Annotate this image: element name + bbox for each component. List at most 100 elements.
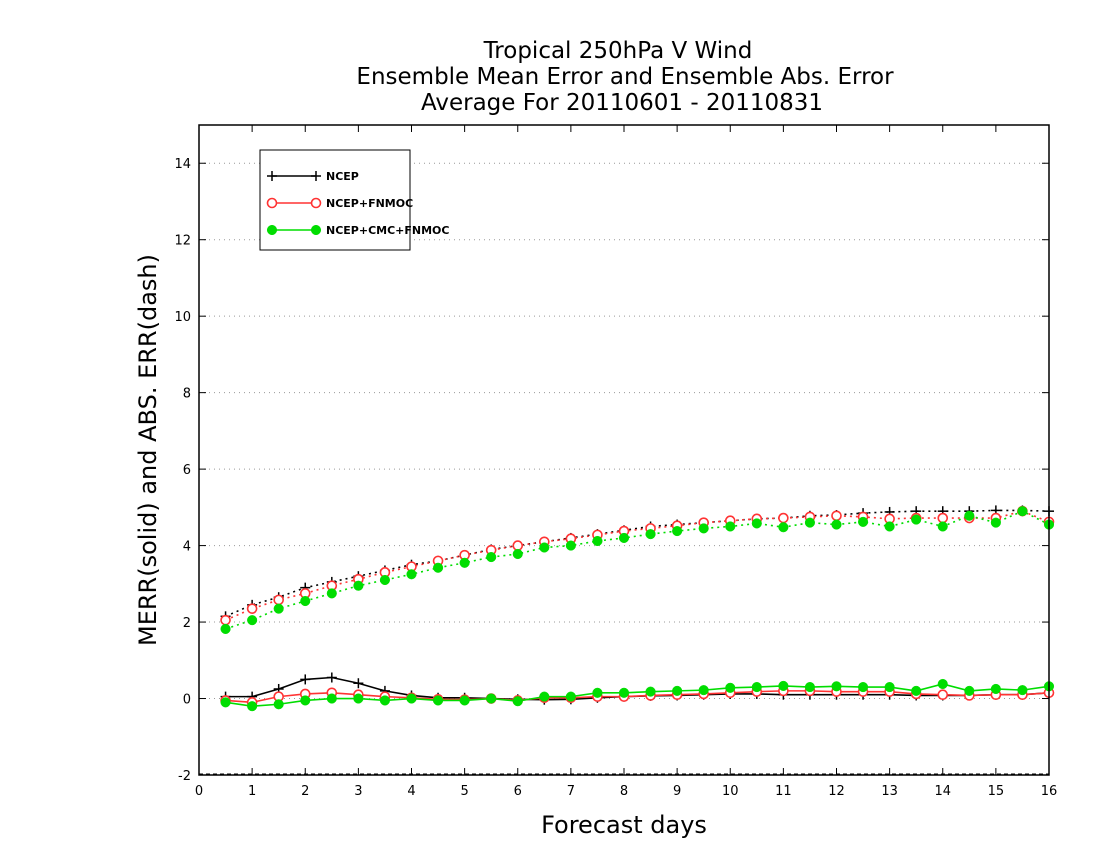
x-tick-label: 8 [620,784,628,799]
abs-err-point [459,557,470,568]
merr-point [858,682,869,693]
legend-marker [266,197,278,209]
merr-point [273,699,284,710]
x-tick-label: 1 [248,784,256,799]
x-tick-label: 10 [722,784,739,799]
title-line-2: Ensemble Mean Error and Ensemble Abs. Er… [356,64,894,90]
abs-err-point [725,521,736,532]
abs-err-point [778,522,789,533]
x-tick-label: 13 [881,784,898,799]
abs-err-point [804,517,815,528]
y-tick-label: 8 [183,387,191,402]
abs-err-point [246,603,258,614]
series-layer [220,505,1055,712]
abs-err-line [225,509,1050,618]
abs-err-point [990,517,1001,528]
y-axis-label: MERR(solid) and ABS. ERR(dash) [134,254,162,646]
merr-point [831,681,842,692]
x-tick-label: 12 [828,784,845,799]
merr-point [433,695,444,706]
abs-err-point [937,512,949,524]
merr-point [326,693,337,704]
abs-err-point [858,516,869,527]
merr-point [326,672,337,683]
merr-point [884,682,895,693]
merr-point [220,697,231,708]
abs-err-point [964,510,975,521]
title-line-1: Tropical 250hPa V Wind [483,38,753,64]
merr-point [406,693,417,704]
legend-label: NCEP [326,170,359,183]
plot-frame [198,124,1050,776]
merr-point [300,674,311,685]
merr-point [353,678,364,689]
merr-point [804,682,815,693]
merr-point [937,689,949,701]
x-tick-label: 4 [407,784,415,799]
x-axis-label: Forecast days [541,811,707,839]
abs-err-point [247,615,258,626]
y-tick-label: 2 [183,616,191,631]
x-tick-label: 3 [354,784,362,799]
abs-err-point [672,526,683,537]
legend-marker [310,197,322,209]
x-tick-label: 0 [195,784,203,799]
legend-entry: NCEP [267,170,359,183]
legend-marker [266,224,278,236]
y-tick-label: 6 [183,463,191,478]
x-tick-label: 2 [301,784,309,799]
abs-err-point [379,574,390,586]
y-tick-label: 0 [183,693,191,708]
series-ncep-fnmoc [220,505,1055,708]
abs-err-point [300,595,311,607]
legend-label: NCEP+FNMOC [326,197,413,210]
merr-point [964,685,975,696]
merr-point [751,682,762,693]
legend-entry: NCEP+FNMOC [266,197,413,210]
legend-marker [311,171,321,181]
x-tick-label: 5 [460,784,468,799]
merr-point [990,683,1001,695]
abs-err-point [618,532,630,543]
legend-box [259,149,411,251]
abs-err-point [220,614,231,626]
merr-point [247,701,258,712]
merr-point [911,685,922,696]
abs-err-point [937,521,948,532]
abs-err-point [512,548,523,560]
merr-point [379,695,390,706]
abs-err-point [273,594,284,606]
y-tick-label: 14 [174,157,191,172]
merr-point [1017,685,1028,696]
abs-err-point [911,514,922,525]
abs-err-line [225,510,1050,630]
merr-point [459,695,470,706]
merr-point [672,685,683,696]
merr-point [592,687,603,698]
chart-title: Tropical 250hPa V Wind Ensemble Mean Err… [356,38,894,116]
abs-err-point [326,588,337,599]
abs-err-point [220,623,231,634]
x-tick-label: 9 [673,784,681,799]
abs-err-point [831,510,842,522]
abs-err-point [1017,506,1028,517]
y-tick-label: 4 [183,540,191,555]
merr-point [300,695,311,706]
abs-err-point [884,521,895,532]
merr-point [539,691,550,702]
title-line-3: Average For 20110601 - 20110831 [421,90,823,116]
abs-err-point [486,552,497,563]
merr-point [353,693,364,704]
merr-point [725,682,736,693]
x-tick-label: 7 [567,784,575,799]
x-tick-label: 6 [514,784,522,799]
legend-entry: NCEP+CMC+FNMOC [266,224,449,237]
merr-point [486,693,497,704]
legend-label: NCEP+CMC+FNMOC [326,224,449,237]
abs-err-point [406,569,417,580]
x-tick-label: 15 [988,784,1005,799]
legend-marker [310,224,322,236]
merr-point [778,680,789,691]
